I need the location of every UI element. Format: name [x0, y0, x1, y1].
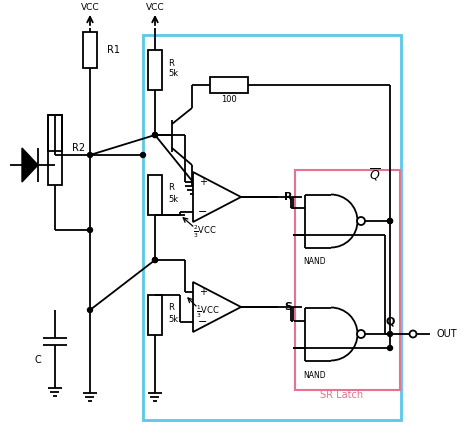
Circle shape: [388, 219, 392, 223]
Text: R2: R2: [72, 143, 85, 153]
Text: R: R: [168, 183, 174, 193]
Circle shape: [388, 331, 392, 336]
Bar: [148, 175, 162, 215]
Text: R: R: [168, 58, 174, 67]
Text: NAND: NAND: [304, 257, 326, 267]
Circle shape: [140, 153, 146, 157]
Text: Q: Q: [385, 317, 395, 327]
Circle shape: [388, 219, 392, 223]
Text: R1: R1: [107, 45, 120, 55]
Text: $\frac{1}{3}$VCC: $\frac{1}{3}$VCC: [196, 304, 220, 320]
Circle shape: [88, 153, 92, 157]
Bar: [148, 50, 162, 90]
Polygon shape: [193, 282, 241, 332]
Text: VCC: VCC: [81, 4, 100, 12]
Circle shape: [357, 330, 365, 338]
Text: SR Latch: SR Latch: [320, 390, 364, 400]
Circle shape: [88, 227, 92, 232]
Circle shape: [410, 330, 417, 338]
Text: 5k: 5k: [168, 314, 178, 323]
Text: NAND: NAND: [304, 371, 326, 380]
Text: 5k: 5k: [168, 70, 178, 78]
Circle shape: [357, 217, 365, 225]
Text: −: −: [198, 207, 208, 217]
Bar: [143, 35, 401, 420]
Bar: [210, 77, 248, 93]
Circle shape: [388, 346, 392, 351]
Polygon shape: [193, 172, 241, 222]
Text: 100: 100: [221, 95, 237, 103]
Text: R: R: [284, 192, 292, 202]
Text: C: C: [35, 355, 41, 365]
Text: $\frac{2}{3}$VCC: $\frac{2}{3}$VCC: [193, 224, 217, 240]
Text: OUT: OUT: [437, 329, 457, 339]
Circle shape: [153, 132, 157, 137]
Text: +: +: [199, 177, 207, 187]
Bar: [295, 170, 400, 390]
Bar: [48, 115, 62, 185]
Circle shape: [88, 307, 92, 313]
Text: $\overline{Q}$: $\overline{Q}$: [369, 167, 381, 183]
Text: VCC: VCC: [146, 4, 164, 12]
Circle shape: [153, 257, 157, 263]
Circle shape: [153, 132, 157, 137]
Text: S: S: [284, 302, 292, 312]
Text: +: +: [199, 287, 207, 297]
Bar: [83, 32, 97, 68]
Polygon shape: [22, 148, 38, 182]
Text: R: R: [168, 303, 174, 313]
Text: 5k: 5k: [168, 194, 178, 203]
Circle shape: [153, 257, 157, 263]
Bar: [148, 295, 162, 335]
Bar: [48, 115, 62, 151]
Text: −: −: [198, 317, 208, 327]
